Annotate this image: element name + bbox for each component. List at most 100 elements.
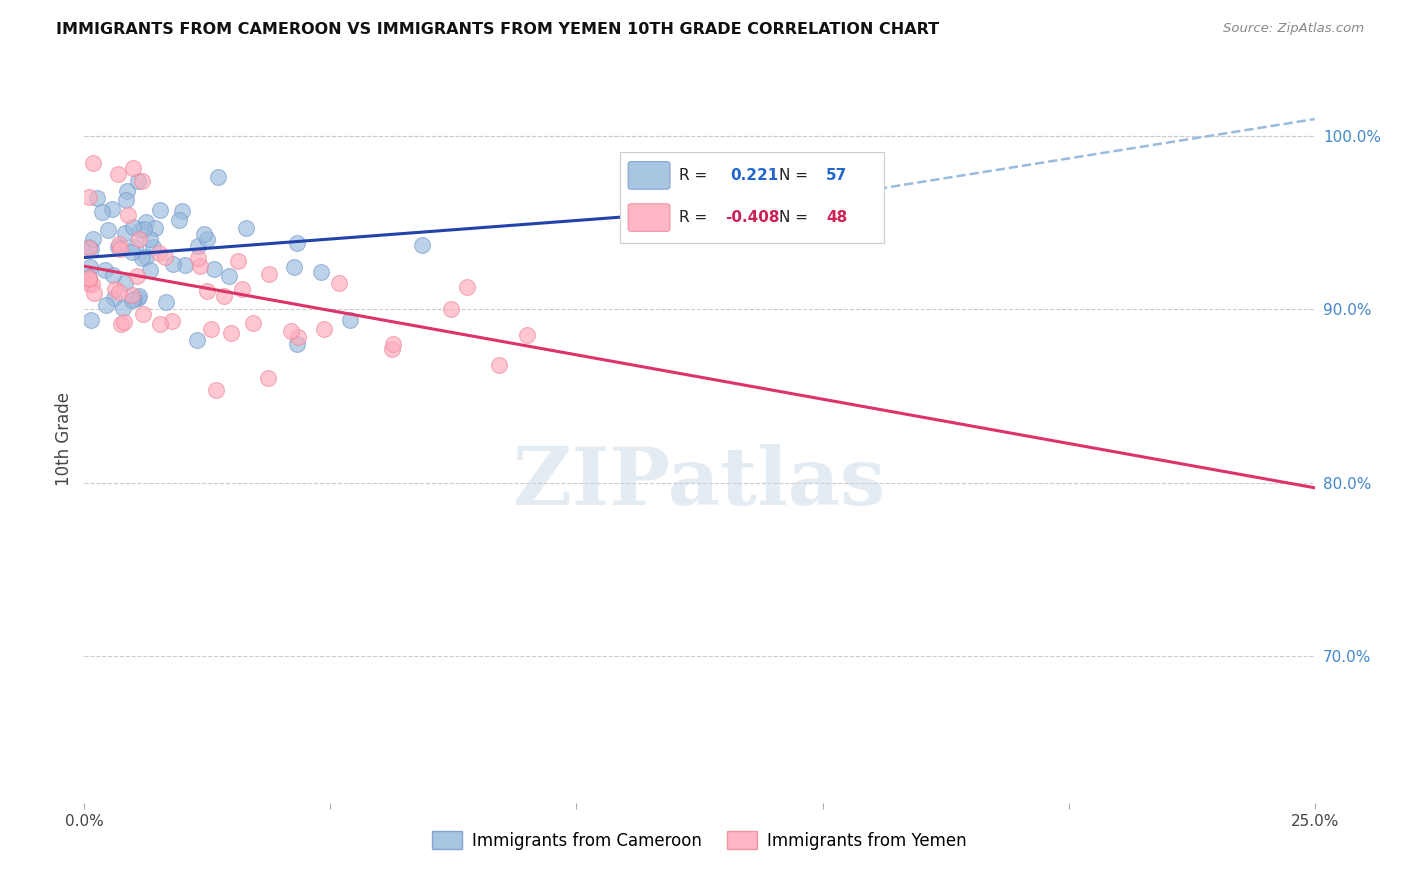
Point	[148, 246, 170, 260]
Point	[381, 337, 404, 351]
Point	[128, 288, 150, 302]
Point	[79, 242, 101, 256]
Point	[257, 371, 280, 385]
Point	[172, 203, 194, 218]
Point	[79, 190, 101, 204]
Text: R =: R =	[679, 168, 707, 183]
Point	[143, 221, 166, 235]
Point	[214, 288, 236, 302]
Point	[149, 317, 172, 331]
Point	[114, 276, 136, 290]
Text: -0.408: -0.408	[725, 211, 780, 225]
Point	[82, 156, 104, 170]
Point	[94, 298, 117, 312]
Point	[108, 285, 131, 299]
Point	[79, 272, 101, 286]
Point	[283, 260, 305, 275]
Point	[121, 293, 143, 308]
Point	[235, 221, 257, 235]
Text: N =: N =	[779, 211, 808, 225]
Point	[125, 268, 148, 283]
Point	[259, 267, 281, 281]
Text: ZIPatlas: ZIPatlas	[513, 444, 886, 522]
Point	[242, 316, 264, 330]
Point	[174, 258, 197, 272]
Point	[79, 240, 101, 254]
Point	[83, 285, 105, 300]
Point	[195, 232, 218, 246]
Point	[131, 173, 153, 187]
Text: N =: N =	[779, 168, 808, 183]
Point	[285, 337, 308, 351]
Point	[287, 330, 309, 344]
Point	[86, 191, 108, 205]
FancyBboxPatch shape	[628, 161, 671, 189]
Point	[101, 268, 124, 282]
Point	[219, 326, 242, 340]
Point	[91, 205, 114, 219]
Text: Source: ZipAtlas.com: Source: ZipAtlas.com	[1223, 22, 1364, 36]
Point	[187, 251, 209, 265]
Point	[79, 271, 101, 285]
Point	[193, 227, 215, 241]
Point	[101, 202, 124, 216]
Point	[80, 277, 103, 292]
Point	[411, 238, 433, 252]
Text: IMMIGRANTS FROM CAMEROON VS IMMIGRANTS FROM YEMEN 10TH GRADE CORRELATION CHART: IMMIGRANTS FROM CAMEROON VS IMMIGRANTS F…	[56, 22, 939, 37]
Point	[162, 257, 184, 271]
Point	[132, 307, 155, 321]
Point	[114, 193, 136, 207]
Point	[107, 167, 129, 181]
Point	[131, 251, 153, 265]
Point	[82, 231, 104, 245]
Point	[516, 327, 538, 342]
Point	[207, 170, 229, 185]
Point	[226, 253, 249, 268]
FancyBboxPatch shape	[628, 203, 671, 231]
Point	[488, 358, 510, 372]
Point	[440, 301, 463, 316]
Point	[218, 268, 240, 283]
Point	[280, 324, 302, 338]
Point	[93, 263, 115, 277]
Point	[195, 284, 218, 298]
Y-axis label: 10th Grade: 10th Grade	[55, 392, 73, 486]
Point	[110, 317, 132, 331]
Point	[381, 342, 404, 356]
Point	[111, 301, 134, 315]
Point	[127, 173, 149, 187]
Point	[107, 240, 129, 254]
Text: 57: 57	[827, 168, 848, 183]
Point	[149, 202, 172, 217]
Point	[204, 383, 226, 397]
Point	[110, 242, 132, 256]
Text: 0.221: 0.221	[730, 168, 779, 183]
FancyBboxPatch shape	[620, 153, 884, 243]
Point	[188, 260, 211, 274]
Point	[117, 208, 139, 222]
Point	[129, 223, 152, 237]
Point	[155, 294, 177, 309]
Point	[121, 244, 143, 259]
Point	[103, 291, 125, 305]
Point	[186, 333, 208, 347]
Legend: Immigrants from Cameroon, Immigrants from Yemen: Immigrants from Cameroon, Immigrants fro…	[426, 825, 973, 856]
Point	[121, 161, 143, 176]
Point	[79, 269, 101, 284]
Point	[328, 276, 350, 290]
Point	[104, 282, 127, 296]
Point	[80, 313, 103, 327]
Point	[122, 220, 145, 235]
Point	[135, 215, 157, 229]
Point	[79, 277, 101, 291]
Point	[167, 213, 190, 227]
Point	[80, 242, 103, 256]
Point	[127, 291, 149, 305]
Point	[285, 236, 308, 251]
Point	[124, 240, 146, 254]
Point	[231, 282, 253, 296]
Point	[153, 250, 176, 264]
Point	[128, 232, 150, 246]
Text: R =: R =	[679, 211, 707, 225]
Point	[108, 237, 131, 252]
